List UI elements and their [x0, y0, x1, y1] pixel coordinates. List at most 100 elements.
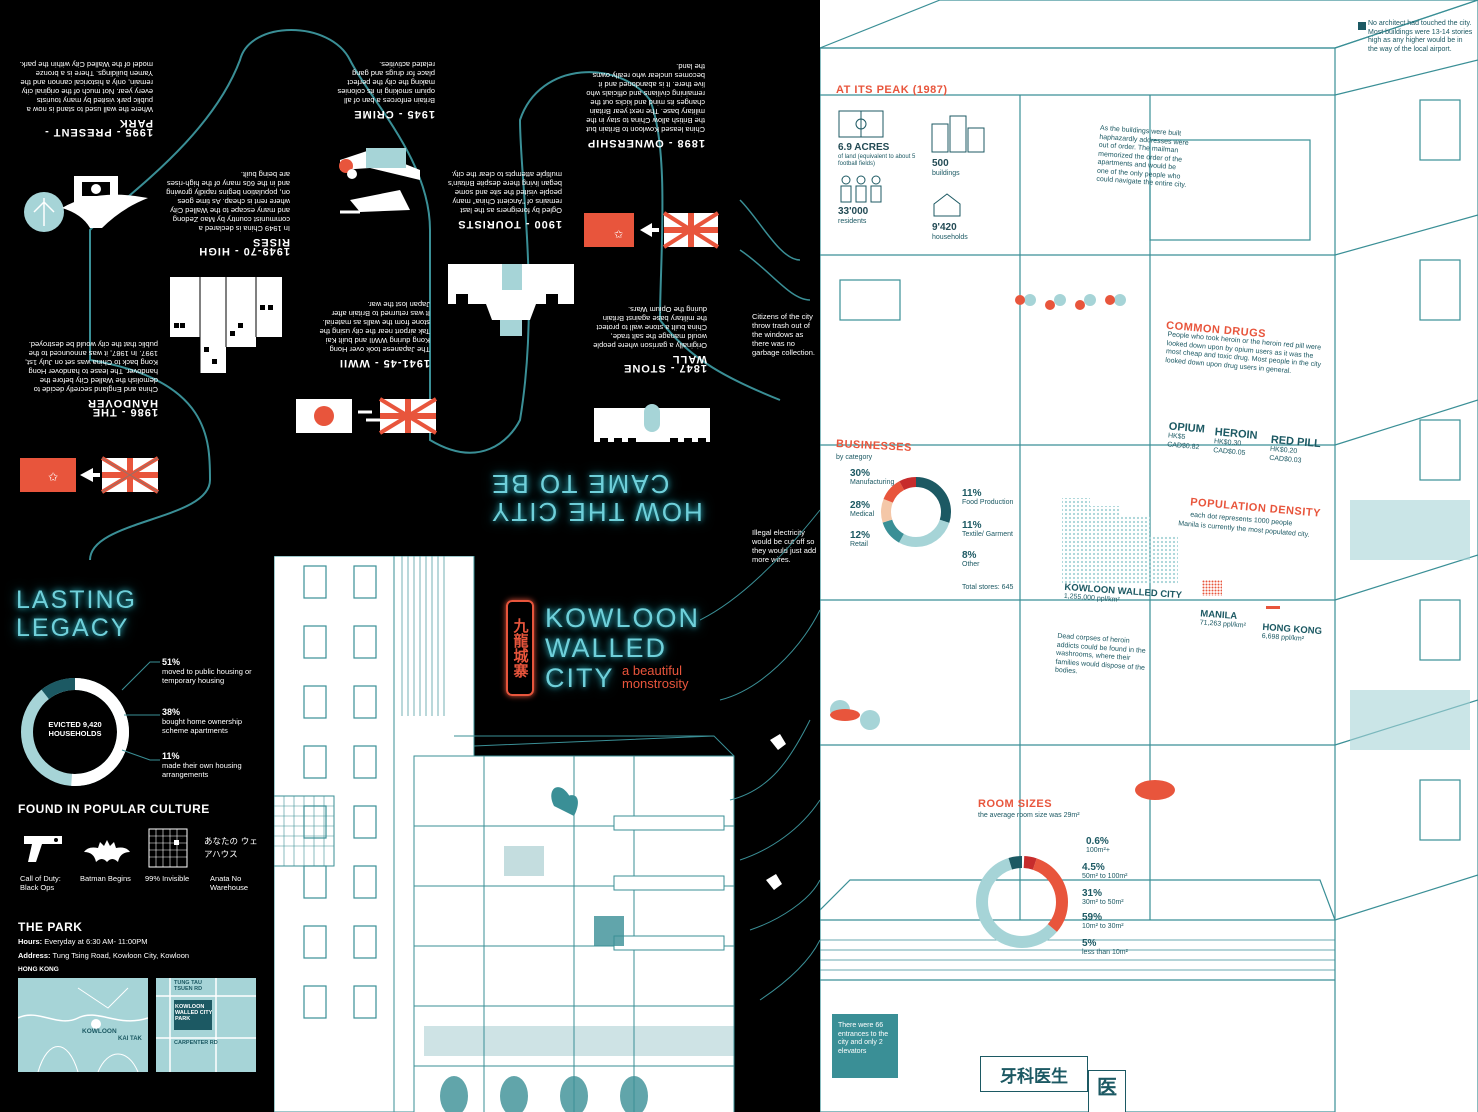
title-subtitle: a beautiful monstrosity [622, 663, 689, 691]
biz-item-2-pct: 28% [850, 500, 871, 511]
biz-item-4-pct: 11% [962, 488, 982, 499]
room-item-2-pct: 4.5% [1082, 862, 1105, 873]
room-item-5-pct: 5% [1082, 938, 1097, 949]
timeline-crime: 1945 - CRIME Britain enforces a ban of a… [330, 60, 435, 120]
room-item-5: 5% less than 10m² [1082, 938, 1128, 958]
legacy-donut-line2: HOUSEHOLDS [48, 729, 102, 738]
peak-residents-sub: residents [838, 218, 867, 225]
buildings-icon [931, 115, 985, 153]
park-map-park: KOWLOON WALLED CITY PARK [175, 1004, 213, 1022]
rooms-subtitle: the average room size was 29m² [978, 812, 1080, 819]
svg-text:✩: ✩ [614, 228, 623, 241]
culture-label-4: Anata No Warehouse [210, 874, 249, 892]
title-line3: CITY [545, 663, 615, 693]
park-gate-icon [24, 176, 148, 232]
peak-acres-sub: of land (equivalent to about 5 football … [838, 154, 916, 167]
timeline-handover: 1986 - THE HANDOVER China and England se… [18, 340, 158, 418]
timeline-handover-text: China and England secretly decide to dem… [25, 340, 158, 394]
high-rises-icon [170, 277, 282, 373]
wires [700, 509, 820, 1001]
field-icon [838, 110, 884, 138]
room-item-1: 0.6% 100m²+ [1086, 836, 1110, 856]
park-map-road1: TUNG TAU TSUEN RD [174, 980, 203, 992]
drug-opium: OPIUM HK$5 CAD$0.82 [1167, 420, 1205, 452]
park-address-value: Tung Tsing Road, Kowloon City, Kowloon [52, 951, 190, 960]
biz-item-2-name: Medical [850, 511, 875, 518]
architect-note: No architect had touched the city. Most … [1368, 20, 1473, 53]
timeline-stone-wall-text: Originally a garrison where people would… [593, 305, 707, 350]
hk-map-region: HONG KONG [18, 966, 59, 973]
legacy-item-3-pct: 11% [162, 751, 180, 761]
room-item-4-text: 10m² to 30m² [1082, 923, 1124, 930]
hong-kong-map[interactable]: HONG KONG KOWLOON KAI TAK [18, 966, 148, 1072]
room-item-4-pct: 59% [1082, 912, 1103, 923]
peak-acres: 6.9 ACRES [838, 142, 890, 153]
hong-kong-dots [1266, 606, 1280, 609]
manila-dots [1202, 580, 1222, 596]
legacy-title-2: LEGACY [16, 614, 130, 642]
timeline-ownership: 1898 - OWNERSHIP China leased Kowloon to… [580, 62, 705, 149]
timeline-park: 1995 - PRESENT - PARK Where the wall use… [18, 60, 153, 138]
chinese-neon-sign: 九龍城寨 [506, 600, 534, 696]
businesses-donut [881, 477, 951, 547]
corpses-note: Dead corpses of heroin addicts could be … [1054, 632, 1146, 676]
room-item-1-pct: 0.6% [1086, 836, 1109, 847]
legacy-item-2: 38% bought home ownership scheme apartme… [162, 707, 262, 736]
timeline-wwii-title: 1941-45 - WWII [338, 357, 430, 369]
hk-map-airport: KAI TAK [118, 1036, 142, 1042]
legacy-donut [21, 678, 129, 786]
park-hours-value: Everyday at 6:30 AM- 11:00PM [44, 937, 148, 946]
entrances-note: There were 66 entrances to the city and … [838, 1022, 889, 1055]
legacy-item-2-pct: 38% [162, 707, 181, 717]
peak-residents: 33'000 [838, 206, 869, 217]
title-line1: KOWLOON [545, 603, 701, 633]
bat-icon [84, 840, 130, 862]
peak-title: AT ITS PEAK (1987) [836, 84, 948, 96]
businesses-total: Total stores: 645 [962, 584, 1014, 591]
manila-density: MANILA 71,263 ppl/km² [1199, 608, 1247, 631]
timeline-path [88, 29, 811, 560]
flags-handover-icon: ✩ [20, 456, 160, 494]
biz-item-5-name: Textile/ Garment [962, 531, 1013, 538]
park-title: THE PARK [18, 920, 83, 934]
legacy-item-1: 51% moved to public housing or temporary… [162, 658, 262, 686]
density-dot-grid [1062, 498, 1178, 584]
room-item-4: 59% 10m² to 30m² [1082, 912, 1124, 932]
timeline-high-rises-text: In 1949 China is declared a communist co… [166, 170, 290, 233]
flags-wwii-icon [296, 397, 438, 435]
mailman-note: As the buildings were built haphazardly … [1096, 124, 1189, 190]
culture-label-3: 99% Invisible [145, 874, 190, 883]
flags-ownership-icon: ✩ [584, 211, 720, 249]
park-hours-label: Hours: [18, 937, 43, 946]
culture-label-1: Call of Duty: Black Ops [20, 874, 61, 892]
svg-text:✩: ✩ [48, 470, 58, 484]
legacy-item-1-text: moved to public housing or temporary hou… [162, 667, 252, 685]
hong-kong-map-lines [18, 987, 148, 1072]
legacy-donut-line1: EVICTED 9,420 [48, 720, 102, 729]
room-item-2: 4.5% 50m² to 100m² [1082, 862, 1128, 882]
room-item-2-text: 50m² to 100m² [1082, 873, 1128, 880]
park-map-lines [156, 978, 256, 1072]
building-illustration-right [820, 0, 1478, 1112]
peak-households: 9'420 [932, 222, 957, 233]
chinese-title: 九龍城寨 [511, 618, 530, 678]
hong-kong-density: HONG KONG 6,698 ppl/km² [1261, 622, 1322, 646]
timeline-ownership-text: China leased Kowloon to Britain but the … [586, 62, 705, 134]
park-map-road2: CARPENTER RD [174, 1040, 218, 1046]
room-item-3-text: 30m² to 50m² [1082, 899, 1124, 906]
biz-item-6-name: Other [962, 561, 980, 568]
legacy-title-1: LASTING [16, 586, 137, 614]
came-to-be-heading: HOW THE CITY CAME TO BE [490, 469, 703, 527]
legacy-leader-lines [121, 661, 160, 761]
timeline-park-title: 1995 - PRESENT - PARK [44, 117, 153, 138]
biz-item-5-pct: 11% [962, 520, 982, 531]
legacy-item-3: 11% made their own housing arrangements [162, 751, 262, 780]
biz-item-6: 8% Other [962, 550, 980, 570]
timeline-tourists-title: 1900 - TOURISTS [457, 218, 562, 230]
park-map[interactable]: TUNG TAU TSUEN RD KOWLOON WALLED CITY PA… [156, 978, 256, 1072]
timeline-stone-wall: 1847 - STONE WALL Originally a garrison … [592, 305, 707, 374]
timeline-handover-title: 1986 - THE HANDOVER [87, 397, 158, 418]
legacy-item-2-text: bought home ownership scheme apartments [162, 717, 243, 735]
peak-buildings: 500 [932, 158, 949, 169]
gun-icon [24, 836, 62, 862]
